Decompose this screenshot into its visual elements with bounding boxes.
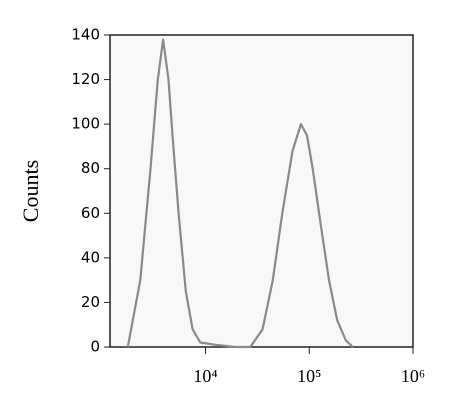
y-tick-label: 20 xyxy=(81,293,100,311)
y-tick-label: 100 xyxy=(71,115,100,133)
plot-area xyxy=(109,34,414,348)
y-tick-label: 120 xyxy=(71,70,100,88)
x-tick-label: 10⁴ xyxy=(193,366,217,386)
y-axis-label: Counts xyxy=(18,160,43,222)
x-tick-label: 10⁵ xyxy=(297,366,321,386)
x-tick-label: 10⁶ xyxy=(401,366,425,386)
y-tick-label: 60 xyxy=(81,204,100,222)
histogram-line xyxy=(126,38,354,349)
y-tick-label: 140 xyxy=(71,26,100,44)
y-tick-label: 40 xyxy=(81,248,100,266)
y-tick-label: 80 xyxy=(81,159,100,177)
y-tick-label: 0 xyxy=(90,338,100,356)
